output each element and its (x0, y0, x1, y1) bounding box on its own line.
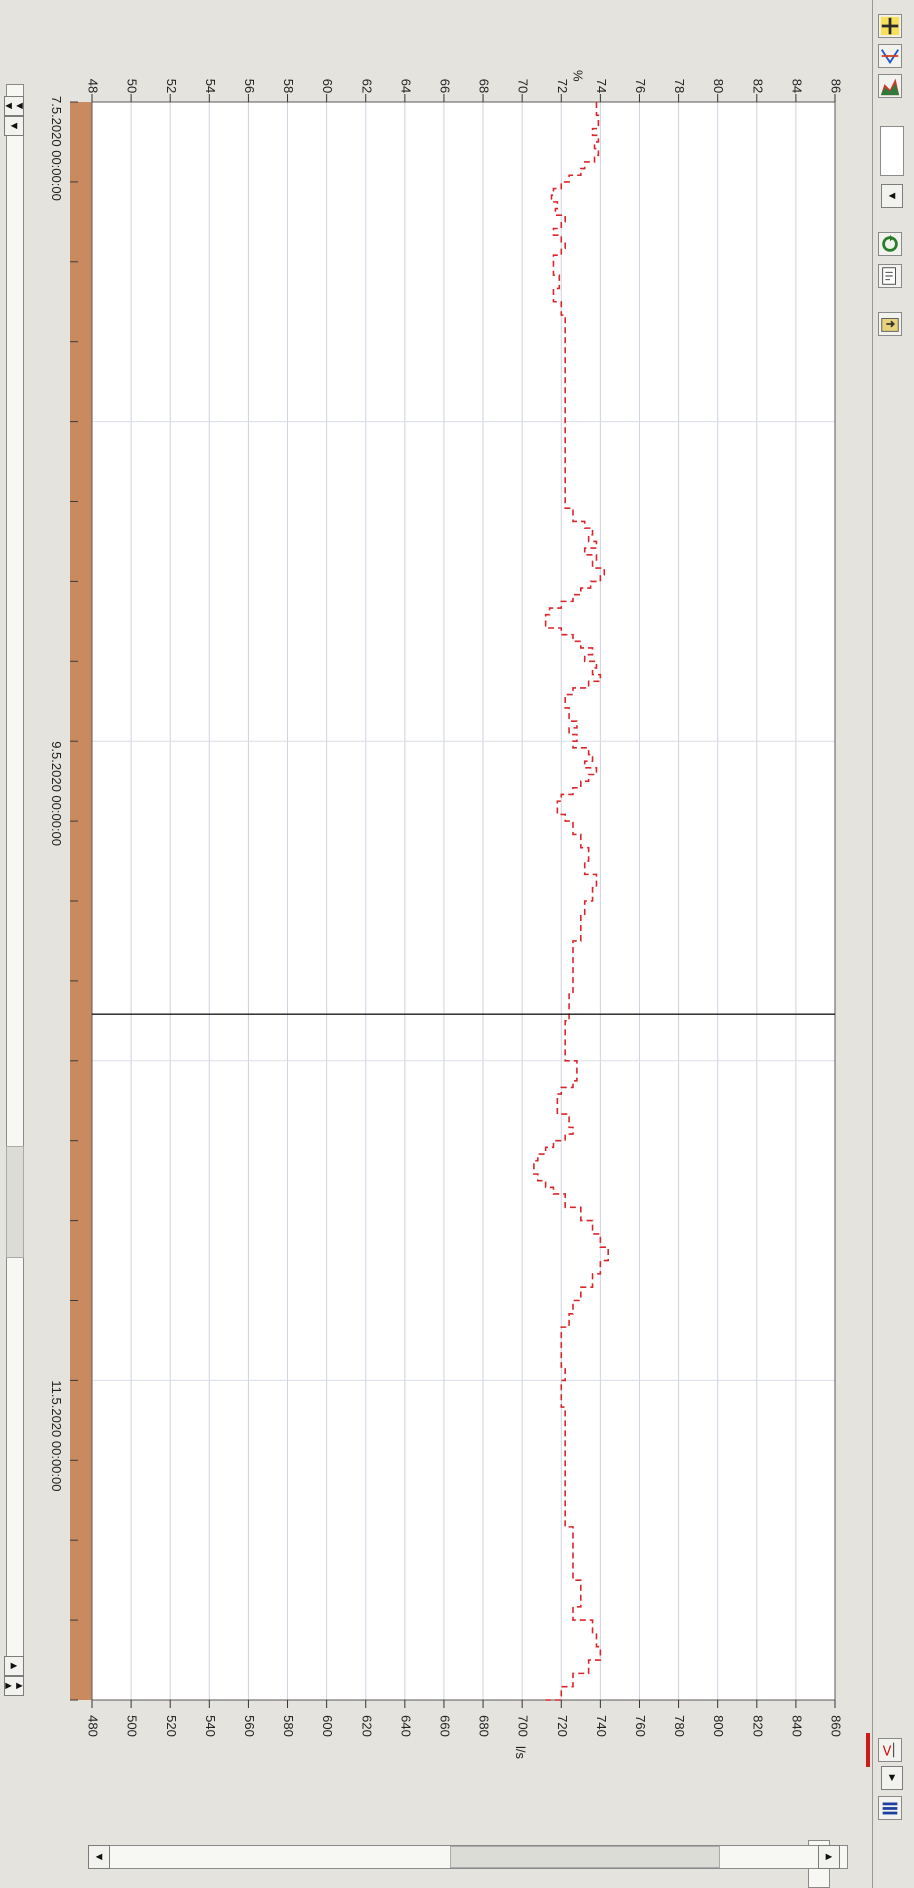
left-axis-tick-label: 84 (789, 79, 804, 93)
right-axis-tick-label: 800 (711, 1715, 726, 1737)
right-axis-tick-label: 540 (203, 1715, 218, 1737)
refresh-icon[interactable] (878, 232, 902, 256)
left-axis-tick-label: 76 (633, 79, 648, 93)
value-icon[interactable]: V (878, 1738, 902, 1762)
scroll-prev-button[interactable]: ◄ (4, 116, 24, 136)
left-axis-tick-label: 54 (203, 79, 218, 93)
series-legend-swatch (866, 1733, 870, 1767)
left-axis-tick-label: 80 (711, 79, 726, 93)
dropdown-button[interactable]: ◄ (881, 184, 903, 208)
plot-frame (91, 101, 836, 1701)
right-axis-tick-label: 580 (281, 1715, 296, 1737)
left-axis-tick-label: 82 (750, 79, 765, 93)
right-axis-tick-label: 660 (438, 1715, 453, 1737)
right-axis-tick-label: 780 (672, 1715, 687, 1737)
series-select-field[interactable] (880, 126, 904, 176)
left-axis-tick-label: 60 (320, 79, 335, 93)
area-chart-icon[interactable] (878, 74, 902, 98)
right-axis-tick-label: 860 (829, 1715, 844, 1737)
right-axis-tick-label: 680 (477, 1715, 492, 1737)
left-axis-tick-label: 50 (125, 79, 140, 93)
left-axis-tick-label: 56 (242, 79, 257, 93)
right-axis-tick-label: 840 (789, 1715, 804, 1737)
right-axis-tick-label: 820 (750, 1715, 765, 1737)
plot-area (92, 102, 835, 1700)
left-axis-tick-label: 62 (359, 79, 374, 93)
crosshair-icon[interactable] (878, 14, 902, 38)
right-axis-tick-label: 600 (320, 1715, 335, 1737)
right-axis-tick-label: 500 (125, 1715, 140, 1737)
time-axis-label: 11.5.2020 00:00:00 (49, 1380, 64, 1491)
svg-text:V: V (883, 1745, 892, 1760)
right-axis-tick-label: 560 (242, 1715, 257, 1737)
scroll-next-button[interactable]: ► (4, 1656, 24, 1676)
time-axis-label: 7.5.2020 00:00:00 (49, 96, 64, 201)
bottom-scroll-thumb[interactable] (450, 1846, 720, 1868)
edit-icon[interactable] (878, 264, 902, 288)
left-axis-tick-label: 52 (164, 79, 179, 93)
scroll-first-button[interactable]: ◄◄ (3, 96, 25, 116)
right-axis-tick-label: 640 (398, 1715, 413, 1737)
right-axis-unit: l/s (513, 1746, 528, 1760)
right-axis-tick-label: 740 (594, 1715, 609, 1737)
left-axis-tick-label: 70 (516, 79, 531, 93)
right-axis-tick-label: 700 (516, 1715, 531, 1737)
left-axis-tick-label: 86 (829, 79, 844, 93)
right-axis-tick-label: 620 (359, 1715, 374, 1737)
left-axis-tick-label: 68 (477, 79, 492, 93)
scroll-last-button[interactable]: ►► (3, 1676, 25, 1696)
right-axis-tick-label: 520 (164, 1715, 179, 1737)
bottom-scroll-right-button[interactable]: ► (818, 1845, 840, 1869)
bottom-scroll-left-button[interactable]: ◄ (88, 1845, 110, 1869)
left-axis-tick-label: 66 (438, 79, 453, 93)
left-axis-tick-label: 58 (281, 79, 296, 93)
time-axis-label: 9.5.2020 00:00:00 (49, 741, 64, 846)
export-icon[interactable] (878, 312, 902, 336)
left-axis-tick-label: 64 (398, 79, 413, 93)
trend-lines-icon[interactable] (878, 44, 902, 68)
left-axis-unit: % (570, 70, 585, 82)
flow-series-line[interactable] (533, 102, 609, 1701)
left-axis-tick-label: 74 (594, 79, 609, 93)
left-axis-tick-label: 72 (555, 79, 570, 93)
pause-icon[interactable] (878, 1796, 902, 1820)
time-scroll-thumb[interactable] (6, 1146, 24, 1258)
right-axis-tick-label: 480 (86, 1715, 101, 1737)
left-axis-tick-label: 78 (672, 79, 687, 93)
left-axis-tick-label: 48 (86, 79, 101, 93)
dropdown-arrow-icon: ◄ (886, 190, 898, 202)
right-axis-tick-label: 760 (633, 1715, 648, 1737)
value-dropdown-button[interactable]: ▼ (881, 1766, 903, 1790)
right-axis-tick-label: 720 (555, 1715, 570, 1737)
